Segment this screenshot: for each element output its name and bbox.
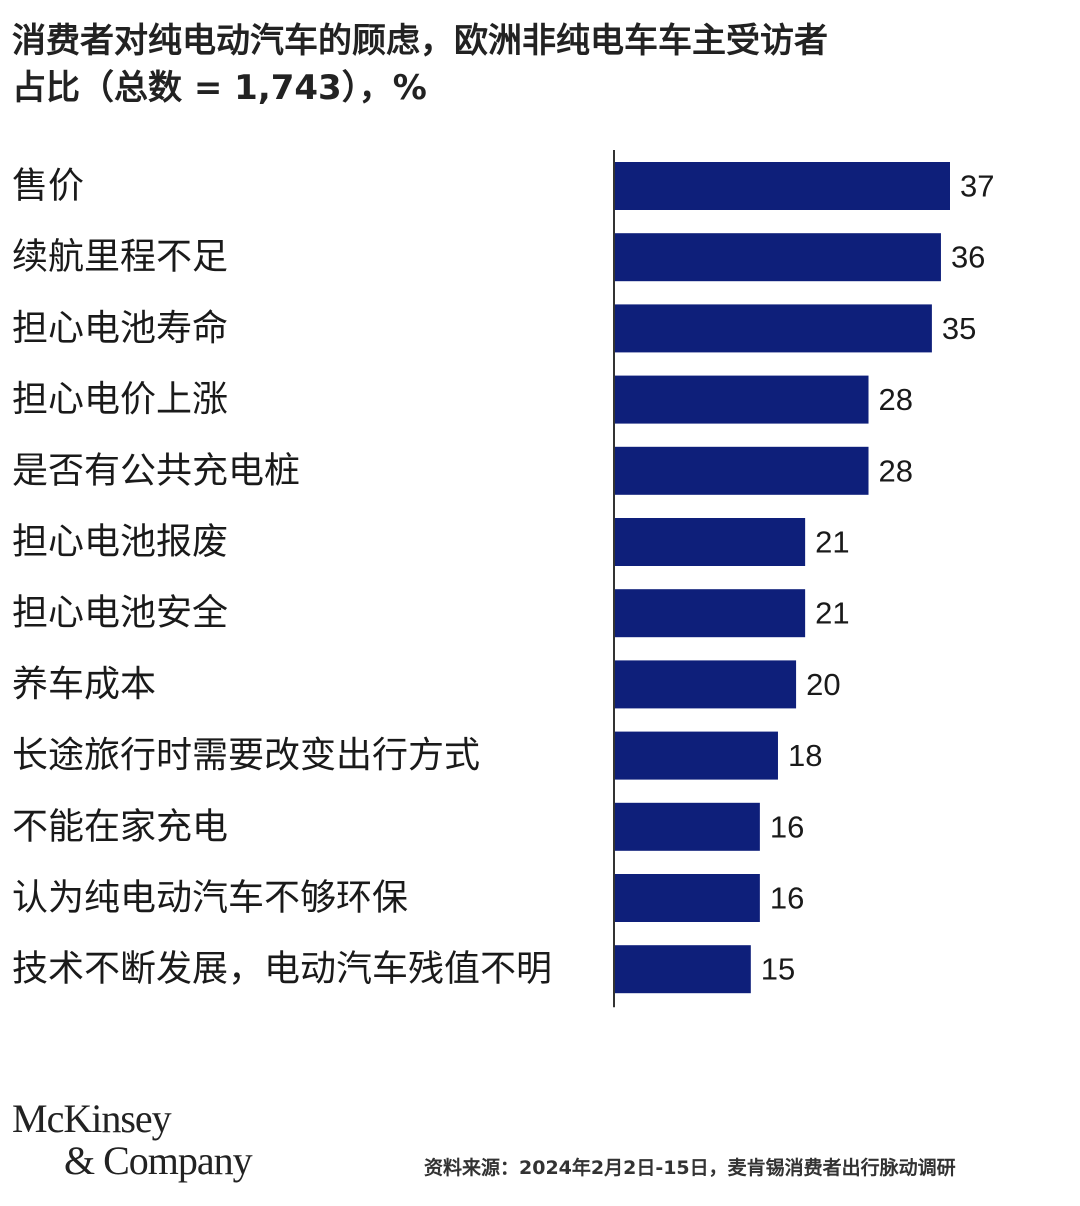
category-label: 不能在家充电 bbox=[12, 806, 228, 847]
category-label: 养车成本 bbox=[12, 664, 156, 705]
category-label: 担心电池报废 bbox=[12, 522, 228, 563]
mckinsey-logo: McKinsey & Company bbox=[12, 1096, 253, 1183]
category-label: 续航里程不足 bbox=[12, 237, 228, 278]
bar bbox=[615, 162, 950, 210]
data-label: 16 bbox=[770, 881, 804, 916]
bar bbox=[615, 945, 751, 994]
category-label: 是否有公共充电桩 bbox=[12, 450, 300, 491]
data-label: 28 bbox=[879, 382, 913, 417]
data-label: 37 bbox=[960, 169, 994, 204]
bar bbox=[615, 233, 941, 282]
data-label: 35 bbox=[942, 311, 976, 346]
bar bbox=[615, 731, 778, 780]
chart-title-line-2: 占比（总数 = 1,743），% bbox=[12, 68, 427, 108]
bar-chart: 售价 37 续航里程不足 36 担心电池寿命 35 担心电价上涨 28 是否有公共充电桩 28 担心… bbox=[12, 150, 994, 1008]
data-label: 21 bbox=[815, 525, 849, 560]
bar bbox=[615, 375, 869, 424]
data-label: 18 bbox=[788, 738, 822, 773]
data-label: 28 bbox=[879, 453, 913, 488]
data-label: 20 bbox=[806, 667, 840, 702]
bar bbox=[615, 660, 797, 709]
category-label: 担心电价上涨 bbox=[12, 379, 228, 420]
bar bbox=[615, 518, 806, 566]
source-note: 资料来源：2024年2月2日-15日，麦肯锡消费者出行脉动调研 bbox=[424, 1157, 956, 1179]
bar bbox=[615, 589, 806, 638]
category-label: 技术不断发展，电动汽车残值不明 bbox=[12, 949, 552, 990]
category-label: 担心电池寿命 bbox=[12, 308, 228, 349]
chart-title-line-1: 消费者对纯电动汽车的顾虑，欧洲非纯电车车主受访者 bbox=[12, 21, 828, 61]
data-label: 16 bbox=[770, 809, 804, 844]
bar bbox=[615, 304, 932, 353]
category-label: 认为纯电动汽车不够环保 bbox=[12, 878, 408, 919]
logo-line-2: & Company bbox=[64, 1138, 253, 1183]
bar bbox=[615, 874, 760, 922]
category-label: 担心电池安全 bbox=[12, 593, 228, 634]
data-label: 15 bbox=[761, 952, 795, 987]
data-label: 36 bbox=[951, 240, 985, 275]
chart-title: 消费者对纯电动汽车的顾虑，欧洲非纯电车车主受访者 占比（总数 = 1,743），… bbox=[12, 18, 1012, 112]
data-label: 21 bbox=[815, 596, 849, 631]
bar bbox=[615, 802, 760, 851]
bar bbox=[615, 446, 869, 495]
logo-line-1: McKinsey bbox=[12, 1096, 172, 1141]
category-label: 长途旅行时需要改变出行方式 bbox=[12, 735, 480, 776]
category-label: 售价 bbox=[12, 166, 84, 207]
